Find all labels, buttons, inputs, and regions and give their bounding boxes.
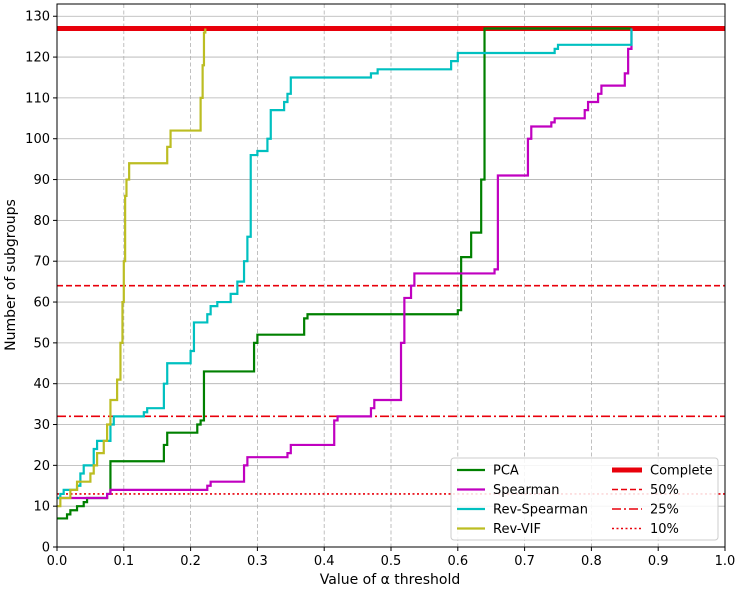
x-tick-label: 0.1 (113, 554, 134, 569)
x-tick-label: 0.9 (648, 554, 669, 569)
x-tick-label: 1.0 (715, 554, 736, 569)
legend-label-pca: PCA (493, 464, 519, 479)
y-axis-label: Number of subgroups (3, 199, 19, 351)
legend-label-rev-vif: Rev-VIF (493, 522, 541, 537)
series-line-pca (57, 27, 632, 520)
x-tick-label: 0.6 (447, 554, 468, 569)
y-tick-label: 30 (33, 418, 50, 433)
y-tick-label: 40 (33, 377, 50, 392)
legend-label-spearman: Spearman (493, 483, 559, 498)
y-tick-label: 110 (25, 91, 50, 106)
y-tick-label: 50 (33, 336, 50, 351)
y-tick-label: 80 (33, 214, 50, 229)
y-tick-label: 60 (33, 296, 50, 311)
x-tick-label: 0.7 (514, 554, 535, 569)
y-tick-label: 130 (25, 10, 50, 25)
grid-layer (57, 4, 725, 547)
legend-label-rev-spearman: Rev-Spearman (493, 503, 588, 518)
legend: PCA Spearman Rev-Spearman Rev-VIF Complete 50… (450, 457, 719, 541)
legend-label-25pct: 25% (650, 503, 679, 518)
y-tick-label: 120 (25, 51, 50, 66)
y-tick-label: 70 (33, 255, 50, 270)
x-tick-label: 0.3 (247, 554, 268, 569)
y-tick-label: 90 (33, 173, 50, 188)
y-tick-label: 0 (42, 541, 50, 556)
y-tick-label: 20 (33, 459, 50, 474)
legend-label-complete: Complete (650, 464, 713, 479)
legend-label-50pct: 50% (650, 483, 679, 498)
series-lines (57, 27, 633, 520)
y-tick-label: 100 (25, 132, 50, 147)
y-tick-label: 10 (33, 500, 50, 515)
series-line-rev-spearman (57, 28, 633, 500)
legend-box (450, 457, 719, 541)
x-tick-label: 0.2 (180, 554, 201, 569)
x-tick-label: 0.0 (47, 554, 68, 569)
series-line-spearman (57, 28, 633, 500)
series-line-rev-vif (57, 28, 207, 508)
legend-label-10pct: 10% (650, 522, 679, 537)
x-axis-label: Value of α threshold (320, 572, 460, 588)
x-tick-label: 0.8 (581, 554, 602, 569)
x-tick-label: 0.4 (314, 554, 335, 569)
axes: 0.0 0.1 0.2 0.3 0.4 0.5 0.6 0.7 0.8 0.9 1.0 0 10 20 30… (25, 3, 736, 569)
x-tick-label: 0.5 (381, 554, 402, 569)
